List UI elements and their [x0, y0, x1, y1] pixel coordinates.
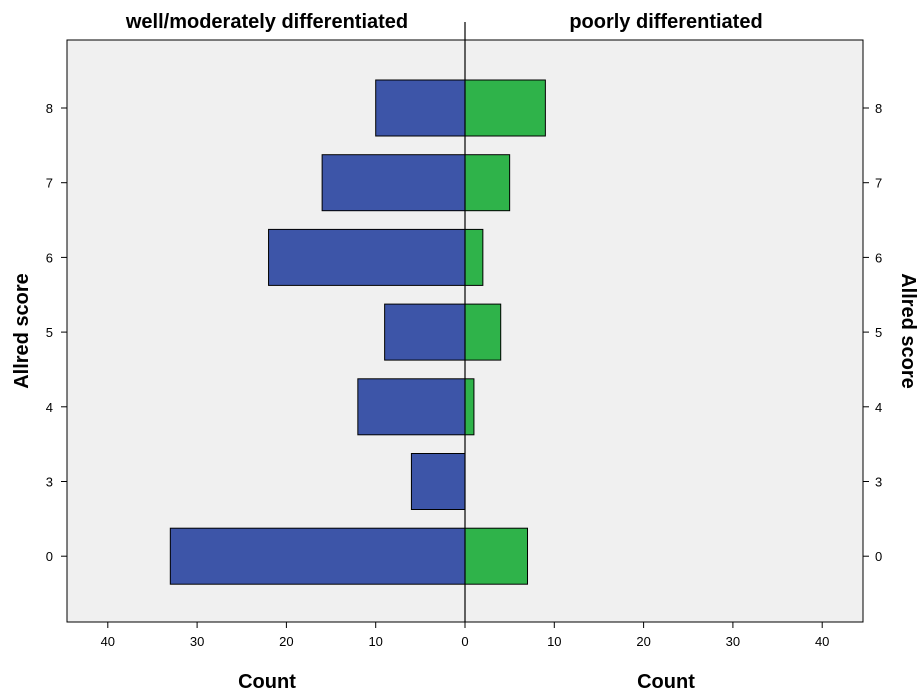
x-tick-label-right: 30: [726, 634, 740, 649]
y-tick-label-right: 6: [875, 250, 882, 265]
x-tick-label-left: 10: [368, 634, 382, 649]
bar-right-0: [464, 527, 529, 585]
y-tick-label-left: 4: [46, 400, 53, 415]
y-tick-label-right: 7: [875, 176, 882, 191]
y-tick-label-left: 8: [46, 101, 53, 116]
x-tick-label-right: 20: [636, 634, 650, 649]
left-panel-title: well/moderately differentiated: [125, 11, 408, 33]
y-tick-label-left: 7: [46, 176, 53, 191]
bar-right-8: [464, 79, 546, 137]
bar-left-4: [357, 378, 466, 436]
bar-right-4: [464, 378, 475, 436]
x-tick-label-left: 20: [279, 634, 293, 649]
bar-left-0: [169, 527, 466, 585]
bar-left-8: [375, 79, 466, 137]
bar-left-5: [384, 303, 466, 361]
bar-right-6: [464, 228, 484, 286]
bars-group: [169, 79, 546, 585]
x-tick-label-right: 10: [547, 634, 561, 649]
y-tick-label-right: 3: [875, 475, 882, 490]
y-tick-label-right: 5: [875, 325, 882, 340]
bar-right-7: [464, 154, 511, 212]
y-tick-label-right: 4: [875, 400, 882, 415]
y-axis-title-left: Allred score: [11, 273, 33, 389]
bar-left-3: [410, 453, 466, 510]
x-tick-label-left: 30: [190, 634, 204, 649]
x-axis-title-left: Count: [238, 671, 296, 693]
y-tick-label-left: 5: [46, 325, 53, 340]
bar-left-6: [268, 228, 466, 286]
y-tick-label-left: 0: [46, 549, 53, 564]
x-tick-label-left: 40: [101, 634, 115, 649]
bar-left-7: [321, 154, 466, 212]
y-axis-title-right: Allred score: [897, 273, 919, 389]
y-tick-label-left: 6: [46, 250, 53, 265]
y-tick-label-left: 3: [46, 475, 53, 490]
y-tick-label-right: 8: [875, 101, 882, 116]
x-axis-title-right: Count: [637, 671, 695, 693]
x-tick-label-left: 0: [461, 634, 468, 649]
x-tick-label-right: 40: [815, 634, 829, 649]
right-panel-title: poorly differentiated: [569, 11, 762, 33]
bar-right-5: [464, 303, 502, 361]
y-tick-label-right: 0: [875, 549, 882, 564]
